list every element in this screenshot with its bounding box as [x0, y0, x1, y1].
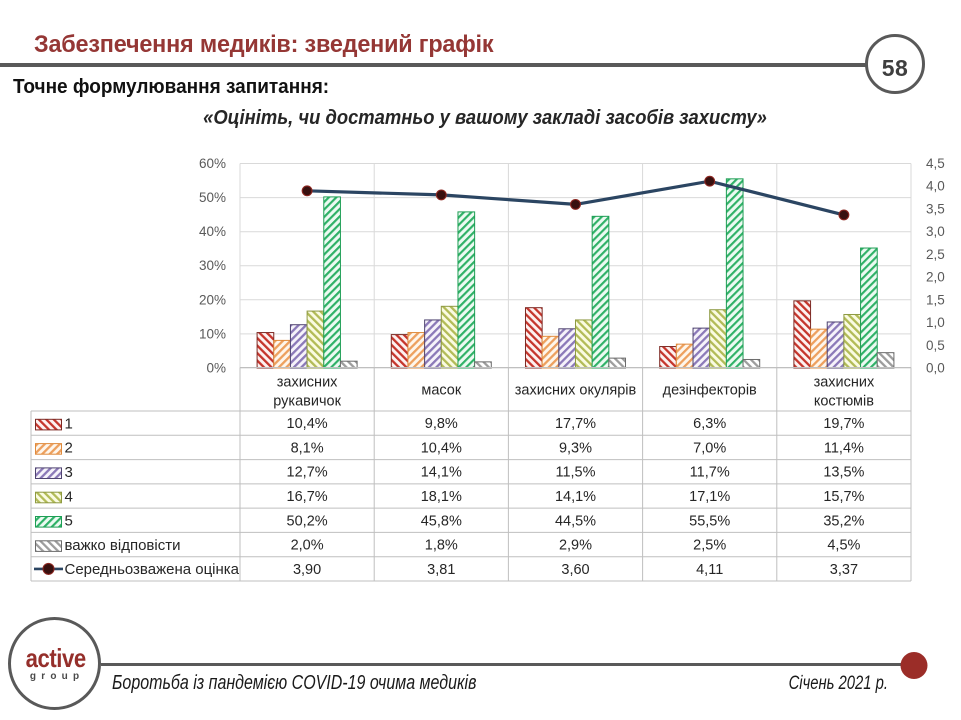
svg-text:3,81: 3,81: [427, 562, 455, 578]
svg-text:масок: масок: [421, 383, 462, 399]
svg-text:9,8%: 9,8%: [425, 416, 458, 432]
svg-text:1: 1: [65, 415, 73, 432]
svg-text:19,7%: 19,7%: [823, 416, 864, 432]
svg-text:3,5: 3,5: [926, 201, 945, 216]
svg-text:2,0%: 2,0%: [291, 538, 324, 554]
svg-text:костюмів: костюмів: [814, 394, 874, 410]
svg-text:2,5%: 2,5%: [693, 538, 726, 554]
svg-text:44,5%: 44,5%: [555, 513, 596, 529]
svg-text:17,1%: 17,1%: [689, 489, 730, 505]
svg-text:3,37: 3,37: [830, 562, 858, 578]
svg-text:4,5%: 4,5%: [827, 538, 860, 554]
svg-text:4,0: 4,0: [926, 179, 945, 194]
svg-text:20%: 20%: [199, 292, 226, 307]
svg-text:важко відповісти: важко відповісти: [65, 537, 181, 554]
svg-text:55,5%: 55,5%: [689, 513, 730, 529]
svg-text:14,1%: 14,1%: [555, 489, 596, 505]
svg-text:10%: 10%: [199, 326, 226, 341]
svg-text:17,7%: 17,7%: [555, 416, 596, 432]
svg-text:2,0: 2,0: [926, 270, 945, 285]
svg-text:3: 3: [65, 464, 73, 481]
svg-text:11,4%: 11,4%: [824, 440, 864, 456]
svg-text:3,60: 3,60: [561, 562, 589, 578]
svg-text:3,90: 3,90: [293, 562, 321, 578]
svg-text:15,7%: 15,7%: [823, 489, 864, 505]
svg-text:4,11: 4,11: [696, 562, 723, 578]
svg-text:1,8%: 1,8%: [425, 538, 458, 554]
svg-text:50%: 50%: [199, 190, 226, 205]
svg-text:60%: 60%: [199, 156, 226, 171]
svg-text:11,5%: 11,5%: [555, 465, 595, 481]
svg-text:11,7%: 11,7%: [690, 465, 730, 481]
svg-text:18,1%: 18,1%: [421, 489, 462, 505]
svg-text:захисних: захисних: [814, 375, 875, 391]
svg-text:35,2%: 35,2%: [823, 513, 864, 529]
svg-text:45,8%: 45,8%: [421, 513, 462, 529]
svg-text:14,1%: 14,1%: [421, 465, 462, 481]
svg-text:12,7%: 12,7%: [287, 465, 328, 481]
svg-text:захисних: захисних: [277, 375, 338, 391]
svg-text:4: 4: [65, 488, 73, 505]
svg-text:захисних окулярів: захисних окулярів: [515, 383, 637, 399]
svg-text:рукавичок: рукавичок: [273, 394, 341, 410]
svg-text:8,1%: 8,1%: [291, 440, 324, 456]
svg-text:0%: 0%: [206, 361, 226, 376]
svg-text:1,5: 1,5: [926, 292, 945, 307]
svg-text:16,7%: 16,7%: [287, 489, 328, 505]
svg-text:0,5: 0,5: [926, 338, 945, 353]
svg-text:4,5: 4,5: [926, 156, 945, 171]
svg-text:10,4%: 10,4%: [287, 416, 328, 432]
svg-text:6,3%: 6,3%: [693, 416, 726, 432]
svg-text:2,5: 2,5: [926, 247, 945, 262]
svg-text:30%: 30%: [199, 258, 226, 273]
svg-text:5: 5: [65, 513, 73, 530]
svg-text:10,4%: 10,4%: [421, 440, 462, 456]
svg-text:Середньозважена оцінка: Середньозважена оцінка: [65, 561, 240, 578]
svg-text:7,0%: 7,0%: [693, 440, 726, 456]
svg-text:2: 2: [65, 440, 73, 457]
svg-text:9,3%: 9,3%: [559, 440, 592, 456]
svg-text:50,2%: 50,2%: [287, 513, 328, 529]
svg-text:1,0: 1,0: [926, 315, 945, 330]
svg-text:40%: 40%: [199, 224, 226, 239]
svg-text:13,5%: 13,5%: [823, 465, 864, 481]
svg-text:дезінфекторів: дезінфекторів: [663, 383, 757, 399]
svg-text:0,0: 0,0: [926, 361, 945, 376]
svg-text:2,9%: 2,9%: [559, 538, 592, 554]
svg-text:3,0: 3,0: [926, 224, 945, 239]
